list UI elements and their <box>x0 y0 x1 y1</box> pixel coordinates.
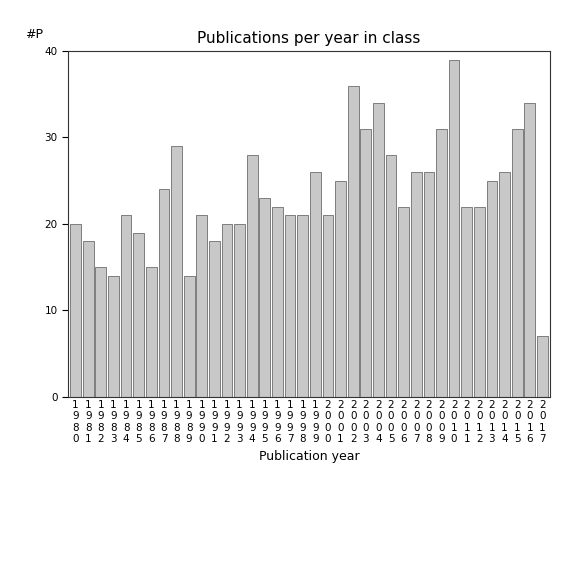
Bar <box>474 207 485 397</box>
Bar <box>524 103 535 397</box>
Bar <box>323 215 333 397</box>
Title: Publications per year in class: Publications per year in class <box>197 31 421 46</box>
Bar <box>499 172 510 397</box>
Bar <box>398 207 409 397</box>
Bar <box>335 181 346 397</box>
Bar <box>95 267 106 397</box>
Bar <box>159 189 170 397</box>
Bar <box>512 129 523 397</box>
Bar <box>462 207 472 397</box>
Bar <box>247 155 257 397</box>
Bar <box>184 276 194 397</box>
Bar <box>260 198 270 397</box>
Bar <box>121 215 132 397</box>
Bar <box>285 215 295 397</box>
Bar <box>424 172 434 397</box>
Bar <box>133 232 144 397</box>
Bar <box>310 172 321 397</box>
Bar <box>234 224 245 397</box>
Bar <box>272 207 283 397</box>
Bar <box>171 146 182 397</box>
Bar <box>537 336 548 397</box>
Bar <box>348 86 358 397</box>
Bar <box>70 224 81 397</box>
Y-axis label: #P: #P <box>26 28 43 41</box>
Bar <box>146 267 156 397</box>
Bar <box>411 172 422 397</box>
Bar <box>486 181 497 397</box>
Bar <box>83 242 94 397</box>
Bar <box>373 103 384 397</box>
Bar <box>448 60 459 397</box>
Bar <box>297 215 308 397</box>
Bar <box>209 242 220 397</box>
X-axis label: Publication year: Publication year <box>259 450 359 463</box>
Bar <box>196 215 207 397</box>
Bar <box>361 129 371 397</box>
Bar <box>386 155 396 397</box>
Bar <box>222 224 232 397</box>
Bar <box>108 276 119 397</box>
Bar <box>436 129 447 397</box>
